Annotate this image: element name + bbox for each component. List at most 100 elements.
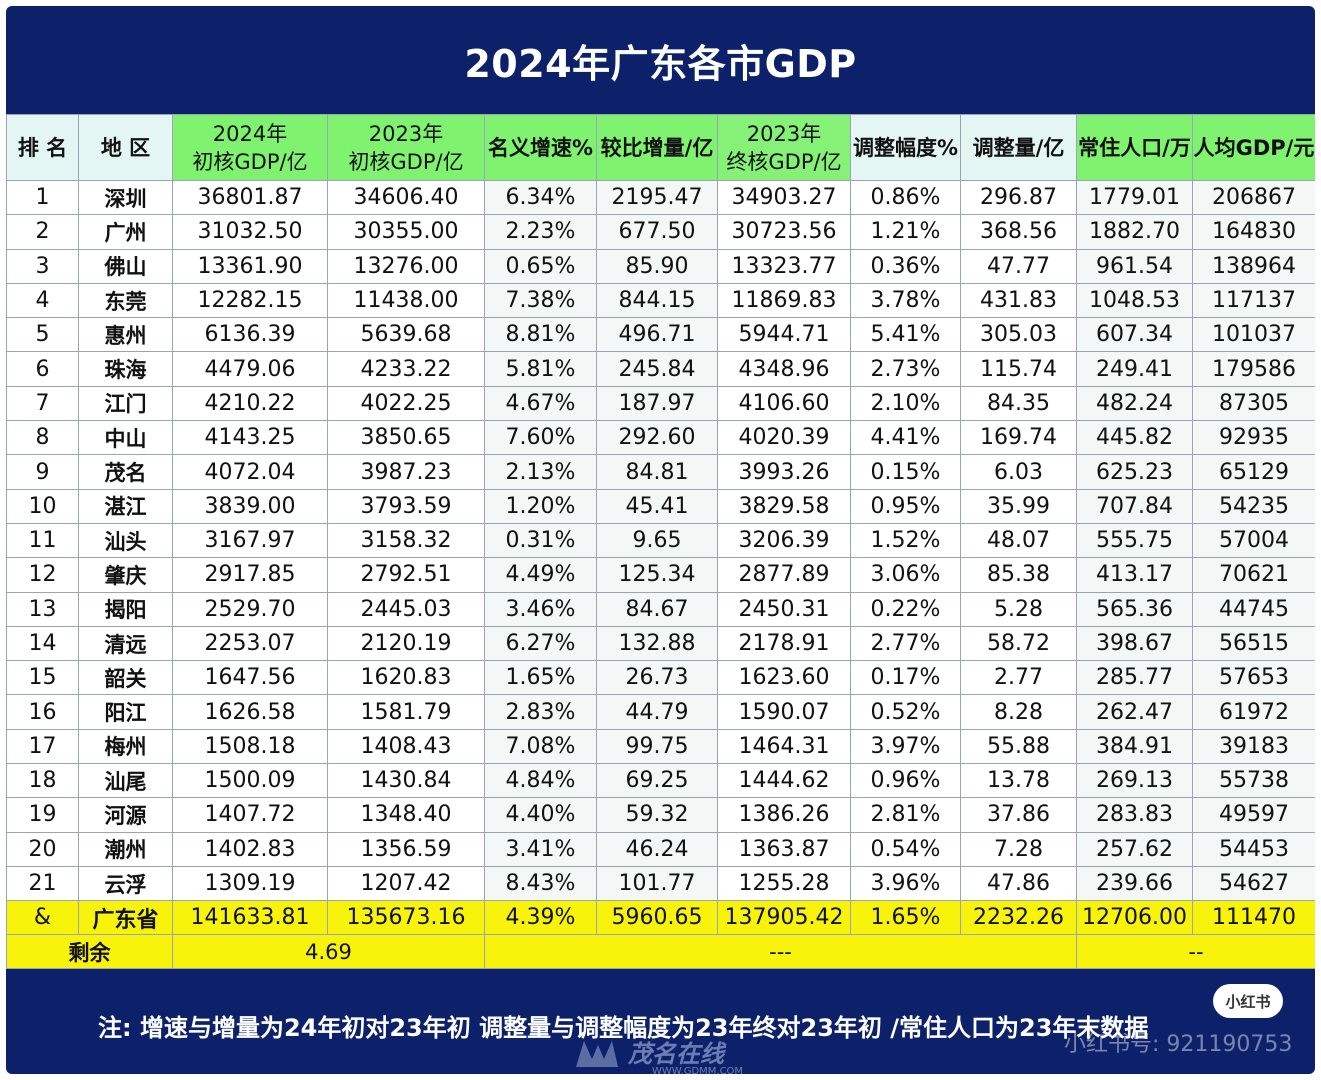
cell-per-capita: 61972 xyxy=(1192,694,1315,730)
cell-adj-amt: 58.72 xyxy=(960,625,1077,662)
cell-adj-amt: 35.99 xyxy=(960,488,1077,524)
watermark-logo-url: WWW.GDMM.COM xyxy=(652,1066,744,1074)
table-row: 12 肇庆 2917.85 2792.51 4.49% 125.34 2877.89 3.06… xyxy=(6,557,1315,593)
cell-rank: 5 xyxy=(6,317,79,353)
cell-adj-pct: 3.96% xyxy=(850,865,961,902)
page-title: 2024年广东各市GDP xyxy=(464,41,857,86)
cell-adj-amt: 5.28 xyxy=(960,591,1077,627)
cell-population: 249.41 xyxy=(1076,351,1193,387)
cell-rank: 1 xyxy=(6,179,79,216)
cell-population: 961.54 xyxy=(1076,248,1193,284)
table-row: 6 珠海 4479.06 4233.22 5.81% 245.84 4348.96 2.73%… xyxy=(6,351,1315,387)
cell-population: 482.24 xyxy=(1076,385,1193,422)
cell-city: 深圳 xyxy=(78,179,173,216)
header-final2023-line1: 2023年 xyxy=(746,121,822,146)
cell-rank: 10 xyxy=(6,488,79,524)
cell-city: 韶关 xyxy=(78,660,173,696)
cell-per-capita: 55738 xyxy=(1192,763,1315,799)
table-row: 21 云浮 1309.19 1207.42 8.43% 101.77 1255.28 3.96… xyxy=(6,865,1315,902)
cell-adj-pct: 0.15% xyxy=(850,454,961,490)
cell-adj-pct: 2.73% xyxy=(850,351,961,387)
cell-gdp2024: 2529.70 xyxy=(172,591,328,627)
cell-gdp2024: 1500.09 xyxy=(172,763,328,799)
cell-final2023: 1386.26 xyxy=(717,797,851,833)
cell-adj-amt: 2.77 xyxy=(960,660,1077,696)
cell-gdp2024: 1407.72 xyxy=(172,797,328,833)
table-row: 19 河源 1407.72 1348.40 4.40% 59.32 1386.26 2.81%… xyxy=(6,797,1315,833)
cell-gdp2023: 3987.23 xyxy=(327,454,485,490)
cell-gdp2024: 36801.87 xyxy=(172,179,328,216)
cell-city: 肇庆 xyxy=(78,557,173,593)
cell-city: 河源 xyxy=(78,797,173,833)
cell-city: 阳江 xyxy=(78,694,173,730)
cell-adj-amt: 13.78 xyxy=(960,763,1077,799)
cell-final2023: 2877.89 xyxy=(717,557,851,593)
remainder-row: 剩余 4.69 --- -- xyxy=(6,934,1315,970)
cell-gdp2023: 1207.42 xyxy=(327,865,485,902)
cell-adj-amt: 47.77 xyxy=(960,248,1077,284)
cell-city: 惠州 xyxy=(78,317,173,353)
cell-growth: 2.13% xyxy=(484,454,597,490)
total-cell-increase: 5960.65 xyxy=(596,900,718,936)
header-final2023-line2: 终核GDP/亿 xyxy=(726,149,842,174)
cell-per-capita: 101037 xyxy=(1192,317,1315,353)
cell-final2023: 2450.31 xyxy=(717,591,851,627)
cell-growth: 3.46% xyxy=(484,591,597,627)
header-population: 常住人口/万 xyxy=(1076,114,1193,181)
cell-increase: 69.25 xyxy=(596,763,718,799)
table-row: 13 揭阳 2529.70 2445.03 3.46% 84.67 2450.31 0.22%… xyxy=(6,591,1315,627)
table-body: 1 深圳 36801.87 34606.40 6.34% 2195.47 34903.27 0… xyxy=(6,179,1315,970)
remainder-label: 剩余 xyxy=(6,934,173,970)
cell-population: 269.13 xyxy=(1076,763,1193,799)
table-row: 20 潮州 1402.83 1356.59 3.41% 46.24 1363.87 0.54%… xyxy=(6,831,1315,867)
header-rank: 排 名 xyxy=(6,114,79,181)
cell-city: 揭阳 xyxy=(78,591,173,627)
cell-growth: 6.34% xyxy=(484,179,597,216)
cell-city: 潮州 xyxy=(78,831,173,867)
cell-per-capita: 54235 xyxy=(1192,488,1315,524)
cell-per-capita: 65129 xyxy=(1192,454,1315,490)
total-cell-city: 广东省 xyxy=(78,900,173,936)
cell-growth: 1.65% xyxy=(484,660,597,696)
cell-final2023: 2178.91 xyxy=(717,625,851,662)
cell-gdp2023: 1430.84 xyxy=(327,763,485,799)
cell-growth: 0.65% xyxy=(484,248,597,284)
gdp-table-container: 排 名 地 区 2024年 初核GDP/亿 2023年 初核GDP/亿 名义增速… xyxy=(6,114,1315,970)
table-row: 14 清远 2253.07 2120.19 6.27% 132.88 2178.91 2.77… xyxy=(6,625,1315,662)
cell-gdp2023: 2120.19 xyxy=(327,625,485,662)
cell-increase: 245.84 xyxy=(596,351,718,387)
cell-increase: 187.97 xyxy=(596,385,718,422)
cell-adj-amt: 6.03 xyxy=(960,454,1077,490)
cell-gdp2024: 3839.00 xyxy=(172,488,328,524)
cell-increase: 844.15 xyxy=(596,282,718,319)
cell-gdp2023: 30355.00 xyxy=(327,214,485,250)
header-gdp2024-line2: 初核GDP/亿 xyxy=(192,149,308,174)
cell-adj-amt: 48.07 xyxy=(960,522,1077,559)
cell-population: 607.34 xyxy=(1076,317,1193,353)
cell-final2023: 1464.31 xyxy=(717,728,851,765)
cell-city: 江门 xyxy=(78,385,173,422)
cell-per-capita: 117137 xyxy=(1192,282,1315,319)
cell-rank: 21 xyxy=(6,865,79,902)
cell-population: 413.17 xyxy=(1076,557,1193,593)
cell-per-capita: 179586 xyxy=(1192,351,1315,387)
cell-gdp2024: 1402.83 xyxy=(172,831,328,867)
cell-final2023: 4106.60 xyxy=(717,385,851,422)
cell-gdp2023: 1620.83 xyxy=(327,660,485,696)
cell-increase: 125.34 xyxy=(596,557,718,593)
total-cell-gdp2024: 141633.81 xyxy=(172,900,328,936)
cell-increase: 45.41 xyxy=(596,488,718,524)
cell-adj-amt: 37.86 xyxy=(960,797,1077,833)
cell-rank: 6 xyxy=(6,351,79,387)
cell-per-capita: 54627 xyxy=(1192,865,1315,902)
cell-growth: 4.67% xyxy=(484,385,597,422)
cell-gdp2023: 11438.00 xyxy=(327,282,485,319)
cell-gdp2023: 1408.43 xyxy=(327,728,485,765)
cell-growth: 7.38% xyxy=(484,282,597,319)
cell-rank: 9 xyxy=(6,454,79,490)
cell-gdp2024: 4143.25 xyxy=(172,420,328,456)
cell-city: 汕尾 xyxy=(78,763,173,799)
cell-growth: 4.40% xyxy=(484,797,597,833)
cell-population: 398.67 xyxy=(1076,625,1193,662)
cell-adj-pct: 2.77% xyxy=(850,625,961,662)
